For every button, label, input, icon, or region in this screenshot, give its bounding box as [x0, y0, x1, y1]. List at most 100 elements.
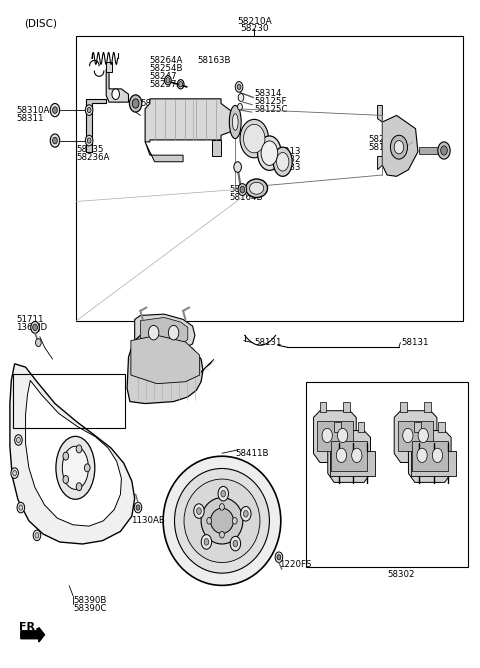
Polygon shape — [145, 142, 183, 162]
Circle shape — [197, 508, 201, 514]
Circle shape — [76, 483, 82, 491]
Circle shape — [14, 435, 22, 446]
Circle shape — [19, 505, 23, 510]
Text: 58164B: 58164B — [368, 144, 402, 152]
Polygon shape — [328, 431, 371, 482]
Polygon shape — [313, 411, 356, 462]
Circle shape — [232, 518, 237, 524]
Polygon shape — [25, 380, 121, 526]
Circle shape — [132, 99, 139, 108]
Ellipse shape — [240, 120, 268, 158]
Circle shape — [53, 107, 57, 114]
Circle shape — [390, 135, 408, 159]
Polygon shape — [343, 401, 350, 412]
Circle shape — [238, 104, 242, 110]
Circle shape — [36, 339, 41, 347]
Circle shape — [322, 428, 332, 443]
Bar — [76, 36, 463, 321]
Circle shape — [178, 79, 184, 89]
Circle shape — [16, 438, 20, 443]
Ellipse shape — [201, 498, 243, 544]
Text: 58131: 58131 — [401, 338, 429, 347]
Polygon shape — [201, 359, 214, 373]
Circle shape — [194, 504, 204, 518]
Circle shape — [50, 104, 60, 117]
Ellipse shape — [250, 182, 264, 194]
Circle shape — [31, 321, 39, 333]
Text: 58233: 58233 — [273, 163, 300, 172]
Circle shape — [352, 448, 362, 462]
Circle shape — [233, 540, 238, 547]
Circle shape — [235, 81, 243, 92]
Polygon shape — [412, 441, 448, 471]
Circle shape — [219, 504, 224, 510]
Circle shape — [221, 490, 226, 497]
Circle shape — [179, 81, 182, 87]
Text: 1360JD: 1360JD — [16, 323, 47, 332]
Circle shape — [76, 445, 82, 453]
Text: 58235: 58235 — [76, 146, 104, 154]
Text: 58310A: 58310A — [16, 106, 49, 115]
Text: 58390B: 58390B — [73, 596, 107, 605]
Circle shape — [403, 428, 413, 443]
Circle shape — [35, 533, 39, 538]
Circle shape — [134, 502, 142, 513]
Ellipse shape — [229, 106, 241, 138]
Circle shape — [53, 137, 57, 144]
Text: FR.: FR. — [19, 622, 40, 632]
Circle shape — [240, 506, 251, 521]
Circle shape — [33, 530, 41, 540]
Polygon shape — [131, 335, 200, 383]
Polygon shape — [397, 421, 433, 452]
Circle shape — [275, 552, 283, 562]
Circle shape — [240, 186, 245, 193]
Ellipse shape — [62, 446, 88, 490]
Polygon shape — [10, 364, 135, 544]
Text: 58213: 58213 — [273, 148, 300, 156]
Text: 58302: 58302 — [387, 570, 415, 579]
Bar — [330, 452, 375, 476]
Text: 58236A: 58236A — [76, 153, 110, 162]
Circle shape — [84, 464, 90, 472]
Polygon shape — [400, 401, 407, 412]
Circle shape — [277, 554, 281, 560]
Circle shape — [418, 428, 428, 443]
Text: 58247: 58247 — [150, 71, 177, 81]
Text: 1130AB: 1130AB — [131, 516, 165, 525]
Polygon shape — [408, 431, 451, 482]
Text: 58222: 58222 — [229, 185, 257, 194]
Circle shape — [441, 146, 447, 155]
Text: 58230: 58230 — [240, 24, 268, 33]
Text: 58254B: 58254B — [150, 64, 183, 73]
Polygon shape — [378, 106, 383, 122]
Polygon shape — [414, 422, 421, 432]
Text: 58163B: 58163B — [197, 56, 231, 65]
Polygon shape — [106, 69, 129, 102]
Circle shape — [165, 75, 171, 85]
Polygon shape — [320, 401, 326, 412]
Ellipse shape — [56, 436, 95, 499]
Ellipse shape — [276, 152, 289, 171]
Polygon shape — [106, 62, 112, 72]
Polygon shape — [424, 401, 431, 412]
Ellipse shape — [175, 468, 269, 573]
Polygon shape — [438, 422, 445, 432]
Circle shape — [112, 89, 120, 100]
Circle shape — [218, 486, 228, 501]
Polygon shape — [212, 140, 221, 156]
Circle shape — [238, 94, 244, 102]
Text: 58222B: 58222B — [140, 99, 174, 108]
Text: 58125F: 58125F — [254, 97, 287, 106]
Circle shape — [201, 534, 212, 549]
Circle shape — [50, 134, 60, 147]
Polygon shape — [358, 422, 364, 432]
Circle shape — [17, 502, 24, 513]
Polygon shape — [145, 99, 235, 142]
Circle shape — [11, 468, 18, 478]
Text: 58390C: 58390C — [73, 604, 107, 613]
Circle shape — [204, 538, 209, 545]
Circle shape — [337, 428, 348, 443]
Polygon shape — [378, 156, 383, 170]
Ellipse shape — [261, 141, 278, 166]
Circle shape — [230, 536, 240, 551]
